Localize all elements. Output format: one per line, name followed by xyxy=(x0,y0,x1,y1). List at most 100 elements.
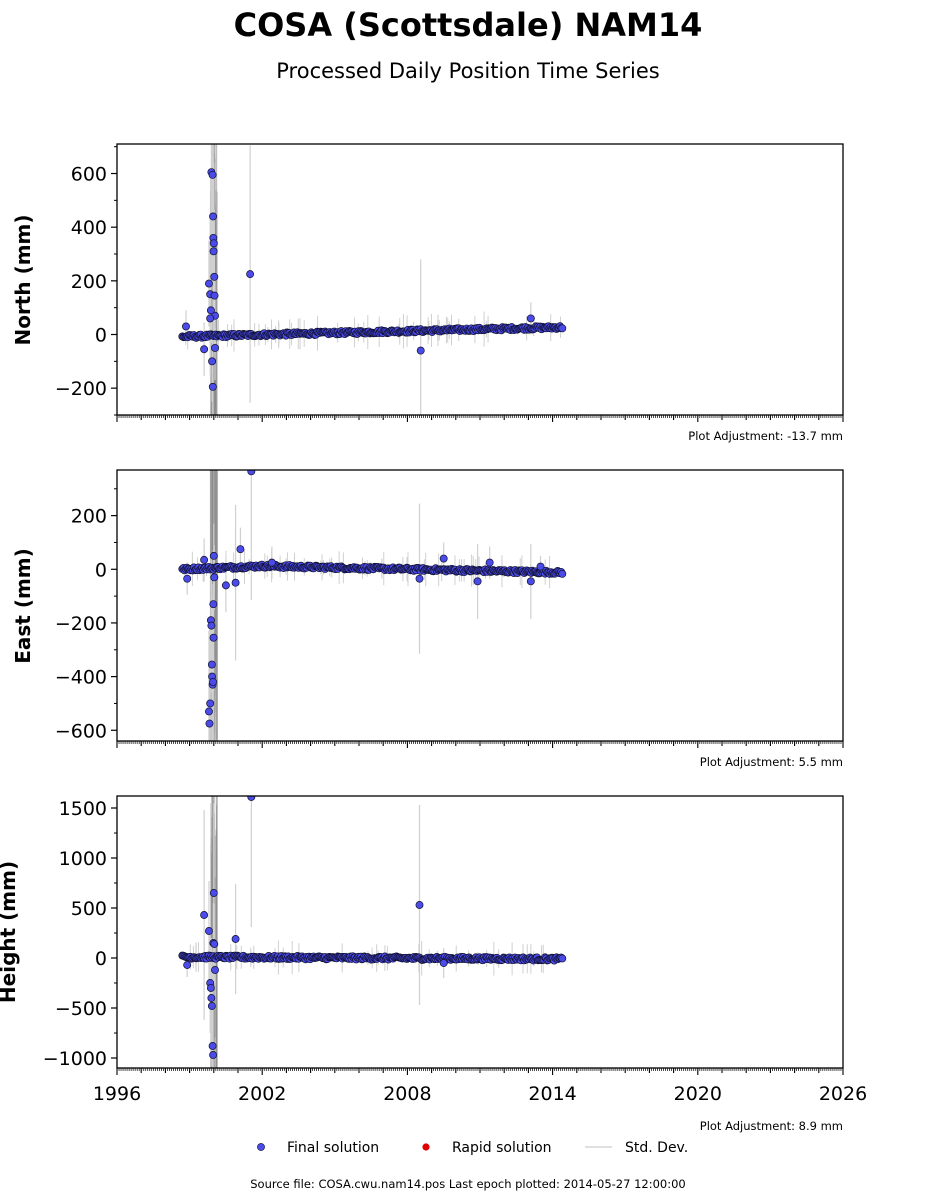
east-outlier-point xyxy=(415,574,424,583)
height-ytick-label: 1000 xyxy=(59,848,107,870)
north-outlier-point xyxy=(211,343,219,352)
east-outlier-point xyxy=(209,551,218,560)
north-ytick-label: 400 xyxy=(71,217,107,239)
east-outlier-point xyxy=(205,707,213,716)
height-xtick-label: 1996 xyxy=(93,1083,141,1105)
height-ytick-label: 500 xyxy=(71,898,107,920)
source-footer: Source file: COSA.cwu.nam14.pos Last epo… xyxy=(250,1177,685,1191)
legend-stddev-label: Std. Dev. xyxy=(625,1140,688,1156)
height-ytick-label: −1000 xyxy=(43,1048,107,1070)
east-outlier-point xyxy=(210,573,219,582)
height-outlier-point xyxy=(209,1051,218,1059)
height-outlier-point xyxy=(439,959,448,967)
north-ylabel: North (mm) xyxy=(11,214,35,345)
height-xtick-label: 2002 xyxy=(238,1083,286,1105)
east-outlier-point xyxy=(485,558,494,567)
height-frame xyxy=(116,795,844,1069)
east-outlier-point xyxy=(209,633,218,642)
north-outlier-point xyxy=(206,306,215,315)
height-outlier-point xyxy=(207,1002,216,1010)
height-plot-area xyxy=(178,796,567,1068)
east-outlier-point xyxy=(207,660,216,669)
north-ytick-label: −200 xyxy=(55,378,107,400)
height-xtick-label: 2008 xyxy=(383,1083,431,1105)
north-ytick-label: 200 xyxy=(71,271,107,293)
east-point xyxy=(558,569,567,578)
height-outlier-point xyxy=(210,940,219,948)
east-outlier-point xyxy=(236,545,245,554)
north-outlier-point xyxy=(205,279,213,288)
height-outlier-point xyxy=(206,984,215,992)
east-outlier-point xyxy=(206,699,215,708)
north-ytick-label: 600 xyxy=(71,164,107,186)
north-plot-area xyxy=(178,144,567,415)
east-outlier-point xyxy=(526,577,535,586)
north-point xyxy=(558,324,567,333)
legend-item-final: Final solution xyxy=(257,1140,379,1156)
east-outlier-point xyxy=(439,554,448,563)
height-xtick-label: 2014 xyxy=(528,1083,576,1105)
east-outlier-point xyxy=(207,621,216,630)
north-outlier-point xyxy=(209,239,218,248)
height-outlier-point xyxy=(207,994,216,1002)
legend: Final solution Rapid solution Std. Dev. xyxy=(257,1140,688,1156)
figure-subtitle: Processed Daily Position Time Series xyxy=(276,59,660,83)
height-ylabel: Height (mm) xyxy=(0,861,20,1003)
height-xtick-label: 2020 xyxy=(674,1083,722,1105)
height-outlier-point xyxy=(183,961,192,969)
height-ytick-label: 1500 xyxy=(59,798,107,820)
legend-item-stddev: Std. Dev. xyxy=(585,1140,688,1156)
height-outlier-point xyxy=(231,935,240,943)
east-panel: East (mm) Plot Adjustment: 5.5 mm −600 −4… xyxy=(11,469,844,769)
height-point xyxy=(558,954,567,963)
north-outlier-point xyxy=(208,357,217,366)
height-plot-adjustment: Plot Adjustment: 8.9 mm xyxy=(700,1119,843,1133)
north-outlier-point xyxy=(246,270,255,279)
east-ytick-label: −200 xyxy=(55,613,107,635)
north-outlier-point xyxy=(210,291,219,300)
north-plot-adjustment: Plot Adjustment: -13.7 mm xyxy=(688,429,843,443)
height-outlier-point xyxy=(415,901,424,909)
legend-item-rapid: Rapid solution xyxy=(422,1140,552,1156)
east-outlier-point xyxy=(536,562,545,571)
east-ytick-label: −400 xyxy=(55,667,107,689)
east-plot-area xyxy=(178,470,567,741)
east-outlier-point xyxy=(473,577,482,586)
east-ylabel: East (mm) xyxy=(11,548,35,664)
north-panel: North (mm) Plot Adjustment: -13.7 mm −20… xyxy=(11,143,844,443)
north-outlier-point xyxy=(526,314,535,323)
north-outlier-point xyxy=(416,346,425,355)
height-xtick-label: 2026 xyxy=(819,1083,867,1105)
north-outlier-point xyxy=(200,345,209,354)
legend-final-label: Final solution xyxy=(287,1140,379,1156)
north-outlier-point xyxy=(182,322,190,331)
north-outlier-point xyxy=(210,272,219,281)
height-panel: Height (mm) Plot Adjustment: 8.9 mm −100… xyxy=(0,795,867,1133)
legend-rapid-label: Rapid solution xyxy=(452,1140,552,1156)
north-frame xyxy=(116,143,844,416)
east-outlier-point xyxy=(183,574,192,583)
east-outlier-point xyxy=(209,678,218,686)
figure-title: COSA (Scottsdale) NAM14 xyxy=(234,6,703,44)
east-outlier-point xyxy=(221,581,230,590)
east-outlier-point xyxy=(205,719,214,728)
east-outlier-point xyxy=(209,600,218,609)
east-plot-adjustment: Plot Adjustment: 5.5 mm xyxy=(700,755,843,769)
east-outlier-point xyxy=(267,558,276,567)
height-ytick-label: 0 xyxy=(95,948,107,970)
east-outlier-point xyxy=(200,555,209,564)
height-outlier-point xyxy=(200,911,209,919)
north-outlier-point xyxy=(206,314,215,323)
east-ytick-label: 0 xyxy=(95,559,107,581)
height-outlier-point xyxy=(208,1042,217,1050)
height-outlier-point xyxy=(209,889,218,897)
height-outlier-point xyxy=(211,966,219,974)
east-outlier-point xyxy=(231,578,240,587)
north-outlier-point xyxy=(208,170,217,179)
height-outlier-point xyxy=(205,927,213,935)
legend-rapid-marker xyxy=(422,1143,430,1151)
north-outlier-point xyxy=(208,382,217,391)
north-ytick-label: 0 xyxy=(95,325,107,347)
north-outlier-point xyxy=(209,212,218,221)
